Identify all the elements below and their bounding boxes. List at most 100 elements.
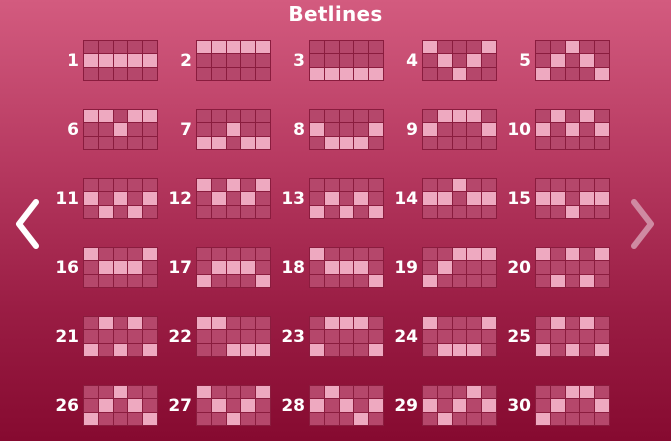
pattern-cell [128,179,143,192]
chevron-right-icon [631,199,654,249]
pattern-cell [84,386,98,399]
pattern-cell [324,343,339,356]
pattern-cell-highlighted [211,317,226,330]
pattern-cell [482,136,496,149]
pattern-cell [550,136,565,149]
pattern-cell [565,261,580,274]
pattern-cell-highlighted [437,192,452,205]
pattern-cell [84,330,98,343]
pattern-cell [84,136,98,149]
pattern-cell-highlighted [98,261,113,274]
pattern-cell-highlighted [565,386,580,399]
pattern-cell [423,179,437,192]
pattern-cell [423,261,437,274]
pattern-cell-highlighted [339,399,354,412]
pattern-cell [467,399,482,412]
pattern-cell [143,386,157,399]
pattern-cell [452,123,467,136]
betline-item: 20 [497,247,610,289]
pattern-cell [565,330,580,343]
pattern-cell [423,205,437,218]
betline-pattern [422,247,497,288]
pattern-cell [226,386,241,399]
pattern-cell-highlighted [536,192,550,205]
pattern-cell [369,192,383,205]
pattern-cell-highlighted [354,412,369,425]
pattern-cell [256,330,270,343]
pattern-cell-highlighted [113,123,128,136]
pattern-cell-highlighted [467,192,482,205]
pattern-cell [437,123,452,136]
betline-pattern [309,247,384,288]
betline-item: 25 [497,316,610,358]
pattern-cell [310,179,324,192]
betline-item: 9 [384,109,497,151]
pattern-cell [354,110,369,123]
pattern-cell-highlighted [369,274,383,287]
pattern-cell [256,261,270,274]
next-page-button[interactable] [628,196,658,252]
pattern-cell-highlighted [84,192,98,205]
pattern-cell [467,412,482,425]
pattern-cell-highlighted [423,192,437,205]
pattern-cell [467,330,482,343]
pattern-cell [354,54,369,67]
pattern-cell [536,386,550,399]
pattern-cell [310,192,324,205]
betline-item: 4 [384,40,497,82]
pattern-cell [324,41,339,54]
pattern-cell [256,54,270,67]
pattern-cell-highlighted [128,205,143,218]
pattern-cell [536,261,550,274]
pattern-cell [536,179,550,192]
pattern-cell [452,274,467,287]
betline-item: 26 [45,385,158,427]
pattern-cell [467,317,482,330]
pattern-cell [565,110,580,123]
pattern-cell-highlighted [226,261,241,274]
pattern-cell-highlighted [354,67,369,80]
betline-number: 24 [394,327,418,347]
betline-number: 17 [168,258,192,278]
pattern-cell [241,54,256,67]
pattern-cell [536,110,550,123]
pattern-cell [197,330,211,343]
pattern-cell [256,192,270,205]
betline-item: 19 [384,247,497,289]
previous-page-button[interactable] [12,196,42,252]
pattern-cell [197,399,211,412]
pattern-cell [536,274,550,287]
pattern-cell [84,67,98,80]
pattern-cell-highlighted [437,54,452,67]
pattern-cell [482,330,496,343]
pattern-cell-highlighted [437,110,452,123]
betline-item: 21 [45,316,158,358]
betline-pattern [422,178,497,219]
pattern-cell-highlighted [580,54,595,67]
pattern-cell [197,412,211,425]
pattern-cell [536,54,550,67]
pattern-cell [536,399,550,412]
pattern-cell-highlighted [113,386,128,399]
pattern-cell [256,412,270,425]
pattern-cell-highlighted [423,317,437,330]
betline-item: 16 [45,247,158,289]
pattern-cell [211,110,226,123]
pattern-cell-highlighted [256,41,270,54]
pattern-cell [354,179,369,192]
pattern-cell [128,192,143,205]
betline-pattern [83,109,158,150]
pattern-cell [98,274,113,287]
pattern-cell [452,330,467,343]
betline-item: 8 [271,109,384,151]
pattern-cell-highlighted [113,343,128,356]
betline-number: 23 [281,327,305,347]
pattern-cell-highlighted [197,317,211,330]
pattern-cell-highlighted [324,386,339,399]
pattern-cell [339,386,354,399]
pattern-cell-highlighted [128,261,143,274]
pattern-cell-highlighted [143,248,157,261]
pattern-cell [226,248,241,261]
pattern-cell [595,261,609,274]
